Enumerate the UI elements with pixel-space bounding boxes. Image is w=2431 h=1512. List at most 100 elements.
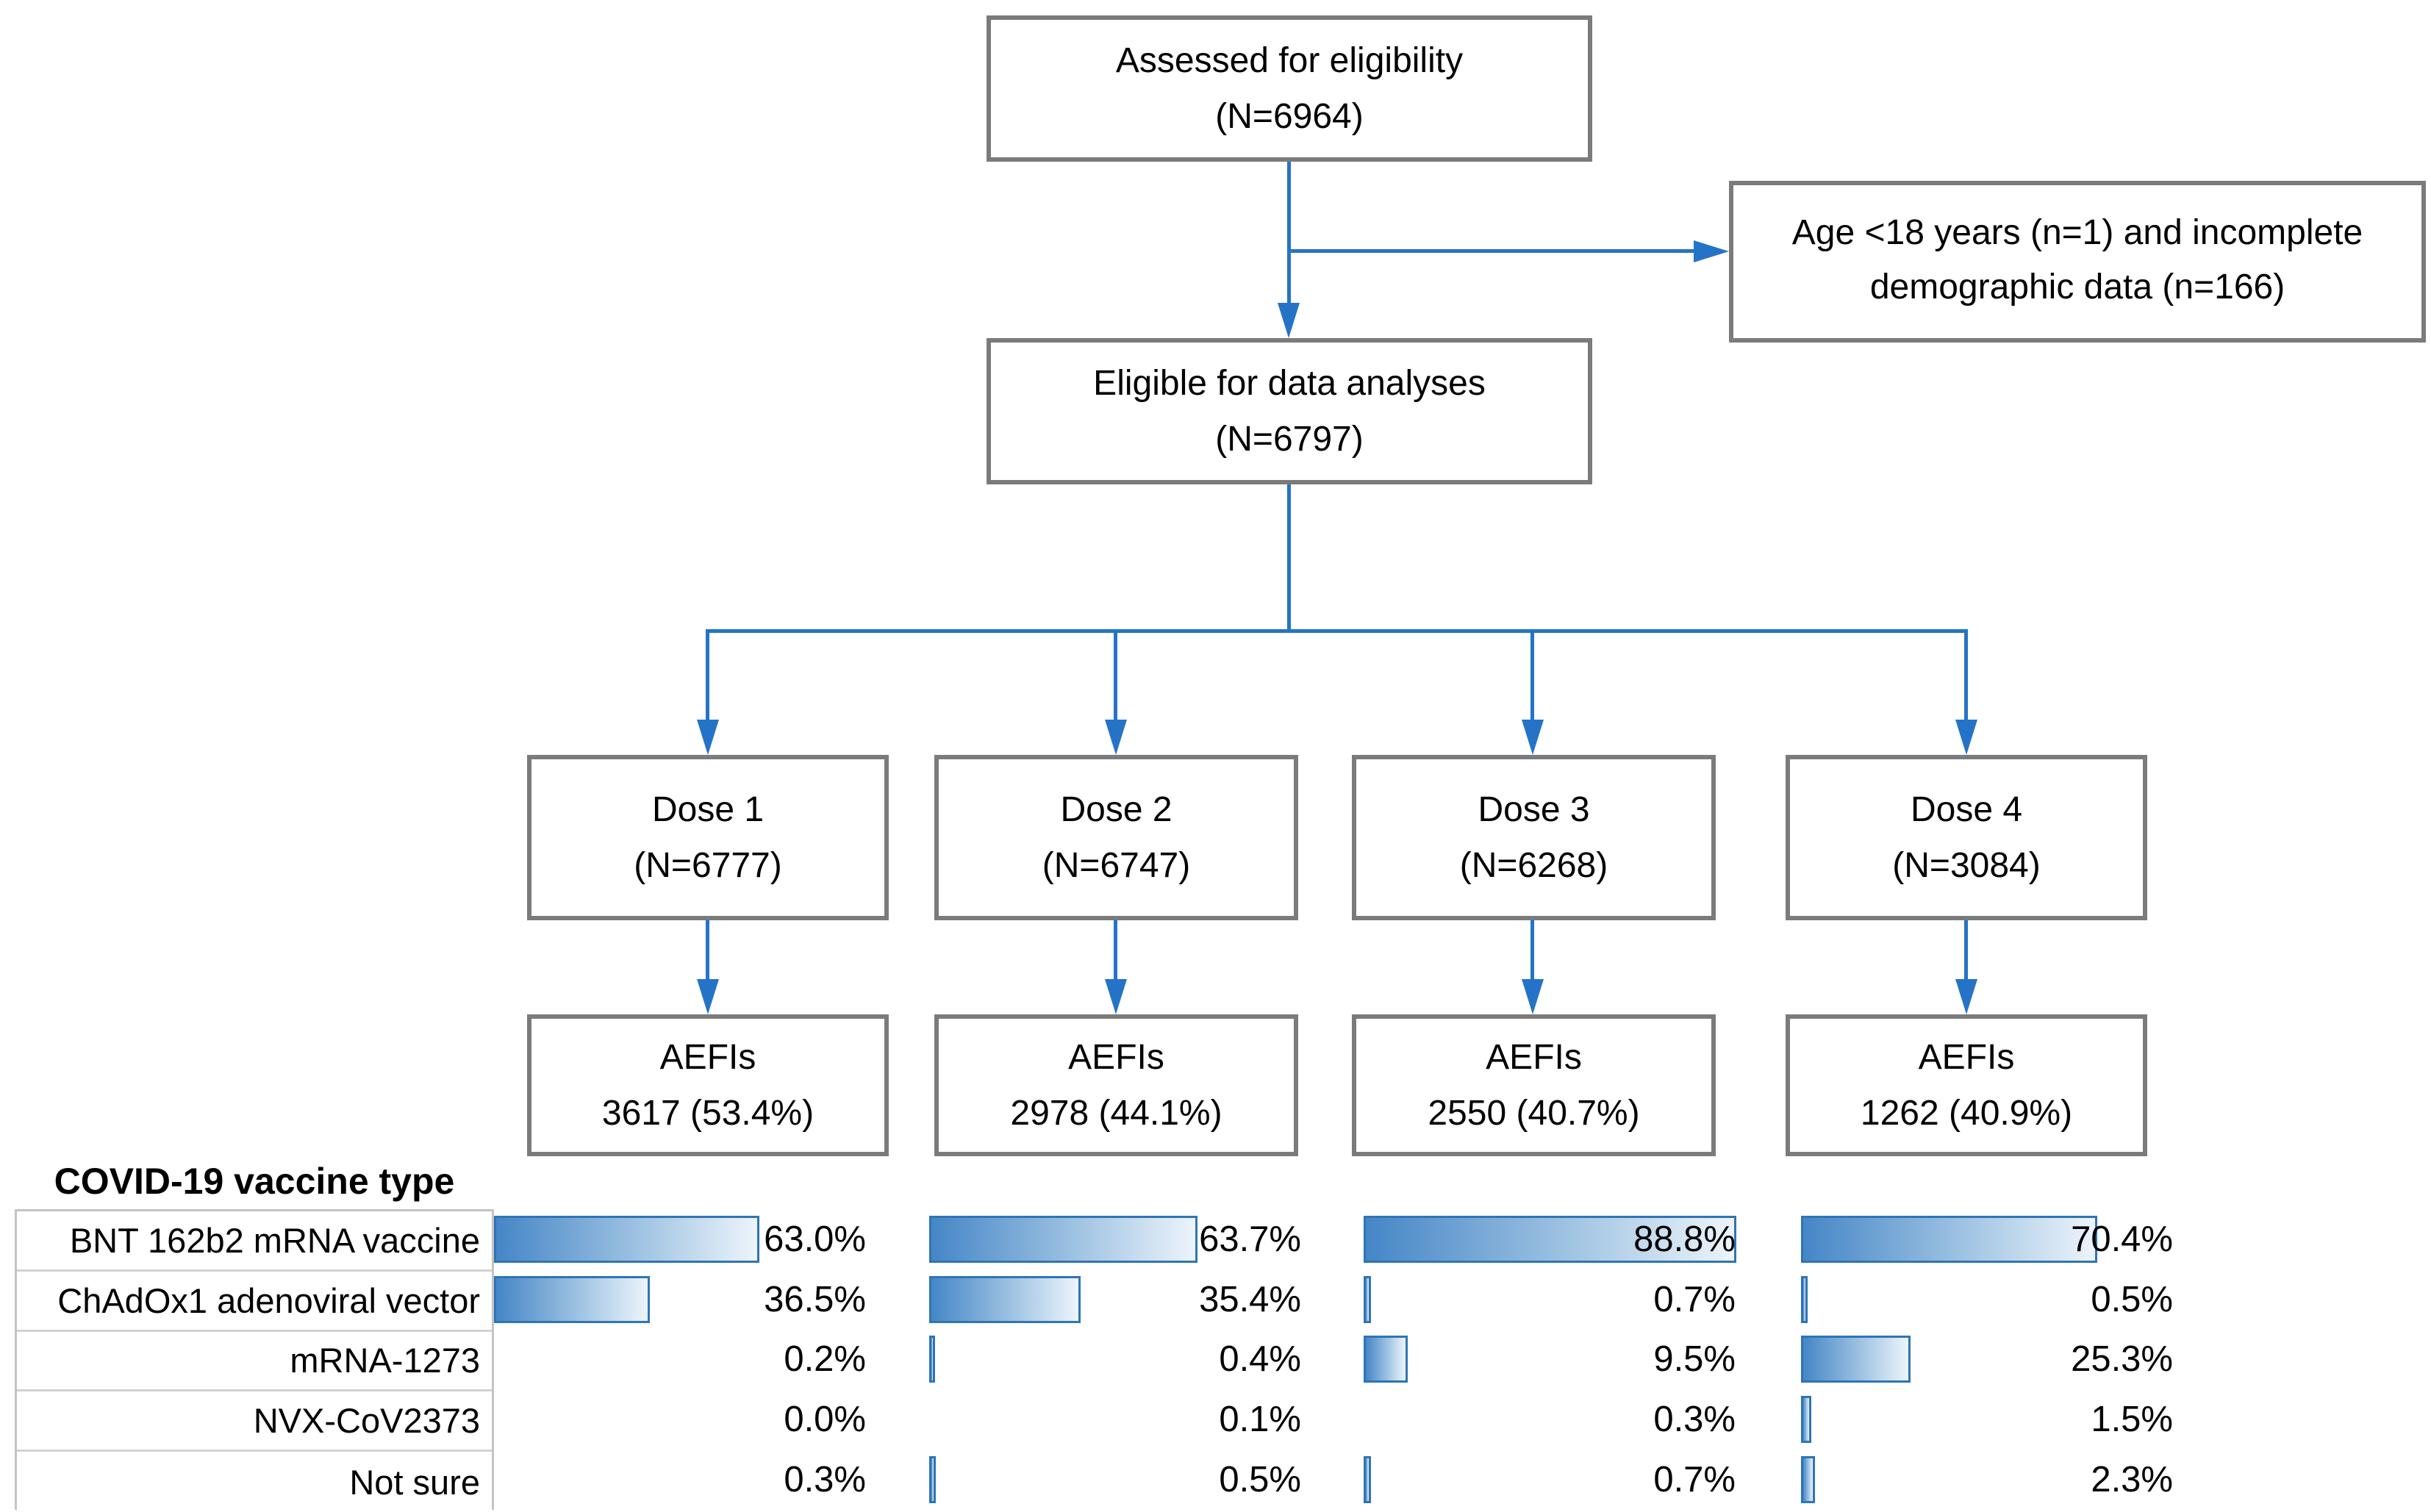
arrowhead-to-dose2 [1105, 720, 1127, 755]
bar-value-label: 35.4% [1199, 1279, 1301, 1319]
bar-value-label: 0.2% [784, 1339, 866, 1380]
bar-value-label: 63.7% [1199, 1219, 1301, 1259]
bar-value-label: 70.4% [2071, 1219, 2173, 1259]
dose1-box: Dose 1 (N=6777) [527, 755, 889, 920]
arrowhead-to-dose4 [1955, 720, 1977, 755]
bar-value-label: 0.4% [1219, 1339, 1301, 1380]
arrowhead-to-aefi4 [1955, 979, 1977, 1014]
vaccine-row-label: BNT 162b2 mRNA vaccine [17, 1211, 492, 1272]
excluded-box: Age <18 years (n=1) and incomplete demog… [1729, 181, 2426, 343]
bar-row: 0.3% [494, 1450, 866, 1510]
bar-row: 1.5% [1801, 1389, 2173, 1450]
aefi2-label: AEFIs [1068, 1037, 1164, 1077]
aefi1-value: 3617 (53.4%) [601, 1093, 814, 1133]
vaccine-share-bar [1364, 1456, 1371, 1504]
connector-dose2-stem [1114, 629, 1117, 721]
eligible-box: Eligible for data analyses (N=6797) [987, 338, 1592, 484]
vaccine-share-bar [1801, 1396, 1812, 1444]
aefi2-box: AEFIs 2978 (44.1%) [934, 1014, 1298, 1156]
bar-value-label: 36.5% [764, 1279, 866, 1319]
connector-assessed-down [1287, 162, 1291, 306]
bar-row: 2.3% [1801, 1450, 2173, 1510]
arrowhead-to-dose1 [697, 720, 719, 755]
bar-value-label: 0.5% [2091, 1279, 2173, 1319]
arrowhead-to-excluded [1694, 240, 1729, 262]
bar-row: 0.2% [494, 1330, 866, 1390]
bar-value-label: 9.5% [1653, 1339, 1736, 1380]
arrowhead-to-eligible [1278, 303, 1300, 338]
vaccine-row-label: ChAdOx1 adenoviral vector [17, 1271, 492, 1332]
connector-dose4-stem [1964, 629, 1968, 721]
vaccine-share-bar [929, 1336, 936, 1383]
bar-value-label: 1.5% [2091, 1400, 2173, 1440]
eligible-n: (N=6797) [1215, 419, 1364, 459]
aefi2-value: 2978 (44.1%) [1010, 1093, 1222, 1133]
bar-value-label: 2.3% [2091, 1460, 2173, 1500]
dose3-bar-column: 88.8% 0.7% 9.5% 0.3% 0.7% [1364, 1209, 1736, 1510]
dose2-n: (N=6747) [1042, 845, 1191, 885]
bar-row: 0.1% [929, 1389, 1301, 1450]
vaccine-share-bar [1364, 1275, 1371, 1323]
aefi1-box: AEFIs 3617 (53.4%) [527, 1014, 889, 1156]
dose4-title: Dose 4 [1910, 789, 2023, 829]
assessed-n: (N=6964) [1215, 96, 1364, 136]
bar-value-label: 0.1% [1219, 1400, 1301, 1440]
bar-row: 36.5% [494, 1269, 866, 1330]
connector-dose3-stem [1530, 629, 1534, 721]
bar-row: 0.5% [929, 1450, 1301, 1510]
arrowhead-to-dose3 [1522, 720, 1544, 755]
bar-value-label: 0.3% [1653, 1400, 1736, 1440]
aefi3-value: 2550 (40.7%) [1428, 1093, 1640, 1133]
vaccine-type-table: BNT 162b2 mRNA vaccine ChAdOx1 adenovira… [15, 1209, 494, 1512]
bar-value-label: 0.7% [1653, 1460, 1736, 1500]
aefi4-label: AEFIs [1918, 1037, 2015, 1077]
vaccine-share-bar [1801, 1456, 1815, 1504]
bar-value-label: 0.3% [784, 1460, 866, 1500]
bar-row: 25.3% [1801, 1330, 2173, 1390]
excluded-text: Age <18 years (n=1) and incomplete demog… [1791, 213, 2363, 307]
vaccine-row-label: Not sure [17, 1452, 492, 1512]
bar-row: 88.8% [1364, 1209, 1736, 1269]
vaccine-share-bar [929, 1456, 936, 1504]
aefi3-box: AEFIs 2550 (40.7%) [1352, 1014, 1716, 1156]
vaccine-share-bar [1364, 1336, 1408, 1383]
vaccine-share-bar [494, 1215, 760, 1263]
vaccine-share-bar [1801, 1336, 1911, 1383]
dose3-title: Dose 3 [1478, 789, 1590, 829]
bar-row: 70.4% [1801, 1209, 2173, 1269]
aefi3-label: AEFIs [1486, 1037, 1582, 1077]
dose4-box: Dose 4 (N=3084) [1786, 755, 2147, 920]
bar-row: 0.7% [1364, 1450, 1736, 1510]
bar-value-label: 0.0% [784, 1400, 866, 1440]
arrowhead-to-aefi1 [697, 979, 719, 1014]
vaccine-share-bar [929, 1215, 1198, 1263]
connector-branch-right [1287, 249, 1695, 253]
bar-row: 9.5% [1364, 1330, 1736, 1390]
arrowhead-to-aefi3 [1522, 979, 1544, 1014]
connector-eligible-down [1287, 484, 1291, 631]
vaccine-type-title: COVID-19 vaccine type [54, 1161, 455, 1202]
vaccine-share-bar [1801, 1215, 2098, 1263]
dose4-n: (N=3084) [1892, 845, 2041, 885]
assessed-line1: Assessed for eligibility [1115, 40, 1464, 80]
bar-row: 0.3% [1364, 1389, 1736, 1450]
vaccine-share-bar [929, 1275, 1081, 1323]
connector-dose1-aefi [706, 920, 709, 981]
vaccine-share-bar [1801, 1275, 1808, 1323]
aefi4-box: AEFIs 1262 (40.9%) [1786, 1014, 2147, 1156]
dose2-bar-column: 63.7% 35.4% 0.4% 0.1% 0.5% [929, 1209, 1301, 1510]
bar-value-label: 88.8% [1633, 1219, 1736, 1259]
bar-row: 0.0% [494, 1389, 866, 1450]
vaccine-row-label: NVX-CoV2373 [17, 1391, 492, 1452]
vaccine-row-label: mRNA-1273 [17, 1331, 492, 1392]
aefi4-value: 1262 (40.9%) [1860, 1093, 2073, 1133]
bar-row: 0.5% [1801, 1269, 2173, 1330]
dose4-bar-column: 70.4% 0.5% 25.3% 1.5% 2.3% [1801, 1209, 2173, 1510]
bar-row: 63.7% [929, 1209, 1301, 1269]
assessed-box: Assessed for eligibility (N=6964) [987, 15, 1592, 162]
aefi1-label: AEFIs [659, 1037, 756, 1077]
dose1-bar-column: 63.0% 36.5% 0.2% 0.0% 0.3% [494, 1209, 866, 1510]
bar-value-label: 0.5% [1219, 1460, 1301, 1500]
dose2-title: Dose 2 [1060, 789, 1172, 829]
